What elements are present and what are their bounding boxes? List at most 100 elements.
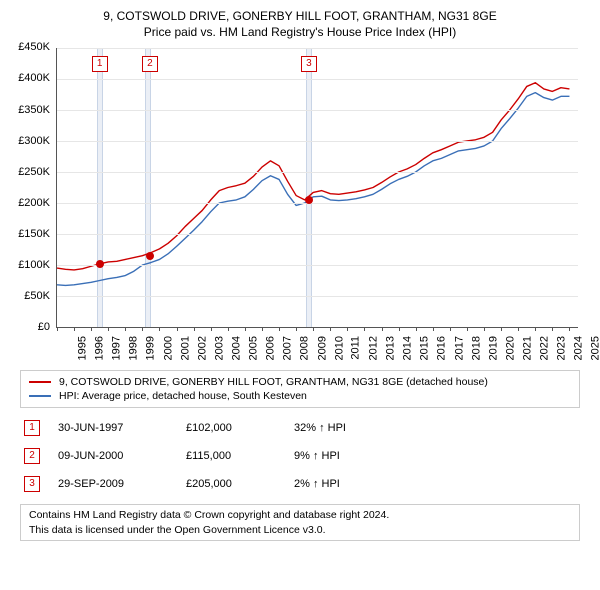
x-tick <box>228 327 229 331</box>
y-tick-label: £350K <box>10 104 50 116</box>
series-hpi <box>57 93 569 286</box>
sale-row-flag: 2 <box>24 448 40 464</box>
series-svg <box>57 48 578 327</box>
x-tick-label: 2001 <box>179 336 191 360</box>
sale-date: 30-JUN-1997 <box>58 422 168 434</box>
title-line-2: Price paid vs. HM Land Registry's House … <box>10 24 590 40</box>
x-tick-label: 2003 <box>213 336 225 360</box>
sale-marker <box>146 252 154 260</box>
gridline <box>57 203 578 204</box>
x-tick <box>484 327 485 331</box>
sale-price: £205,000 <box>186 478 276 490</box>
plot-area: 1 2 3 <box>56 48 578 328</box>
legend-label: 9, COTSWOLD DRIVE, GONERBY HILL FOOT, GR… <box>59 376 488 388</box>
sales-table: 130-JUN-1997£102,00032% ↑ HPI209-JUN-200… <box>20 416 580 500</box>
x-tick-label: 2010 <box>333 336 345 360</box>
y-tick-label: £0 <box>10 321 50 333</box>
y-tick-label: £300K <box>10 135 50 147</box>
x-tick-label: 2024 <box>573 336 585 360</box>
legend-swatch <box>29 381 51 383</box>
chart-container: 9, COTSWOLD DRIVE, GONERBY HILL FOOT, GR… <box>0 0 600 549</box>
y-tick-label: £400K <box>10 72 50 84</box>
sale-price: £102,000 <box>186 422 276 434</box>
x-tick <box>347 327 348 331</box>
sale-price: £115,000 <box>186 450 276 462</box>
title-line-1: 9, COTSWOLD DRIVE, GONERBY HILL FOOT, GR… <box>10 8 590 24</box>
gridline <box>57 234 578 235</box>
chart-area: 123 £0£50K£100K£150K£200K£250K£300K£350K… <box>10 44 590 364</box>
x-tick-label: 1998 <box>128 336 140 360</box>
x-tick <box>74 327 75 331</box>
x-tick-label: 2022 <box>539 336 551 360</box>
x-tick-label: 1996 <box>94 336 106 360</box>
sale-row-flag: 3 <box>24 476 40 492</box>
sale-marker <box>305 196 313 204</box>
footer-line-2: This data is licensed under the Open Gov… <box>29 523 571 537</box>
gridline <box>57 172 578 173</box>
x-tick <box>535 327 536 331</box>
x-tick <box>399 327 400 331</box>
y-tick-label: £50K <box>10 290 50 302</box>
x-tick <box>518 327 519 331</box>
x-tick-label: 2018 <box>470 336 482 360</box>
footer: Contains HM Land Registry data © Crown c… <box>20 504 580 540</box>
x-tick-label: 2016 <box>436 336 448 360</box>
gridline <box>57 79 578 80</box>
x-tick-label: 2015 <box>419 336 431 360</box>
x-tick <box>194 327 195 331</box>
sale-diff: 9% ↑ HPI <box>294 450 414 462</box>
sale-diff: 2% ↑ HPI <box>294 478 414 490</box>
x-tick-label: 1997 <box>111 336 123 360</box>
legend-item: 9, COTSWOLD DRIVE, GONERBY HILL FOOT, GR… <box>29 375 571 389</box>
x-tick <box>211 327 212 331</box>
gridline <box>57 48 578 49</box>
sale-flag: 1 <box>92 56 108 72</box>
x-tick <box>262 327 263 331</box>
x-tick-label: 2012 <box>367 336 379 360</box>
sale-diff: 32% ↑ HPI <box>294 422 414 434</box>
x-tick <box>364 327 365 331</box>
x-tick-label: 2004 <box>231 336 243 360</box>
sale-row: 329-SEP-2009£205,0002% ↑ HPI <box>20 472 580 500</box>
sale-row: 1 30-JUN-1997 £102,000 32% ↑ HPI <box>20 416 580 444</box>
x-tick <box>313 327 314 331</box>
footer-line-1: Contains HM Land Registry data © Crown c… <box>29 508 571 522</box>
x-tick <box>91 327 92 331</box>
y-tick-label: £450K <box>10 41 50 53</box>
x-tick-label: 2008 <box>299 336 311 360</box>
x-tick <box>279 327 280 331</box>
x-tick-label: 2013 <box>385 336 397 360</box>
x-tick-label: 2023 <box>556 336 568 360</box>
x-tick-label: 2000 <box>162 336 174 360</box>
sale-flag: 2 <box>142 56 158 72</box>
sale-flag: 3 <box>301 56 317 72</box>
x-tick-label: 2005 <box>248 336 260 360</box>
x-tick-label: 2007 <box>282 336 294 360</box>
x-tick <box>501 327 502 331</box>
x-tick <box>552 327 553 331</box>
x-tick-label: 2019 <box>487 336 499 360</box>
x-tick-label: 1995 <box>76 336 88 360</box>
x-tick-label: 1999 <box>145 336 157 360</box>
x-tick-label: 2002 <box>196 336 208 360</box>
x-tick-label: 2006 <box>265 336 277 360</box>
x-tick <box>142 327 143 331</box>
x-tick-label: 2025 <box>590 336 600 360</box>
sale-date: 09-JUN-2000 <box>58 450 168 462</box>
x-tick-label: 2011 <box>349 336 361 360</box>
gridline <box>57 265 578 266</box>
legend: 9, COTSWOLD DRIVE, GONERBY HILL FOOT, GR… <box>20 370 580 408</box>
y-tick-label: £150K <box>10 228 50 240</box>
sale-row-flag: 1 <box>24 420 40 436</box>
legend-swatch <box>29 395 51 397</box>
legend-item: HPI: Average price, detached house, Sout… <box>29 389 571 403</box>
x-tick <box>467 327 468 331</box>
x-tick <box>159 327 160 331</box>
x-tick-label: 2014 <box>402 336 414 360</box>
x-tick <box>245 327 246 331</box>
gridline <box>57 141 578 142</box>
y-tick-label: £100K <box>10 259 50 271</box>
sale-row: 2 09-JUN-2000 £115,000 9% ↑ HPI <box>20 444 580 472</box>
x-tick-label: 2017 <box>453 336 465 360</box>
x-tick <box>433 327 434 331</box>
